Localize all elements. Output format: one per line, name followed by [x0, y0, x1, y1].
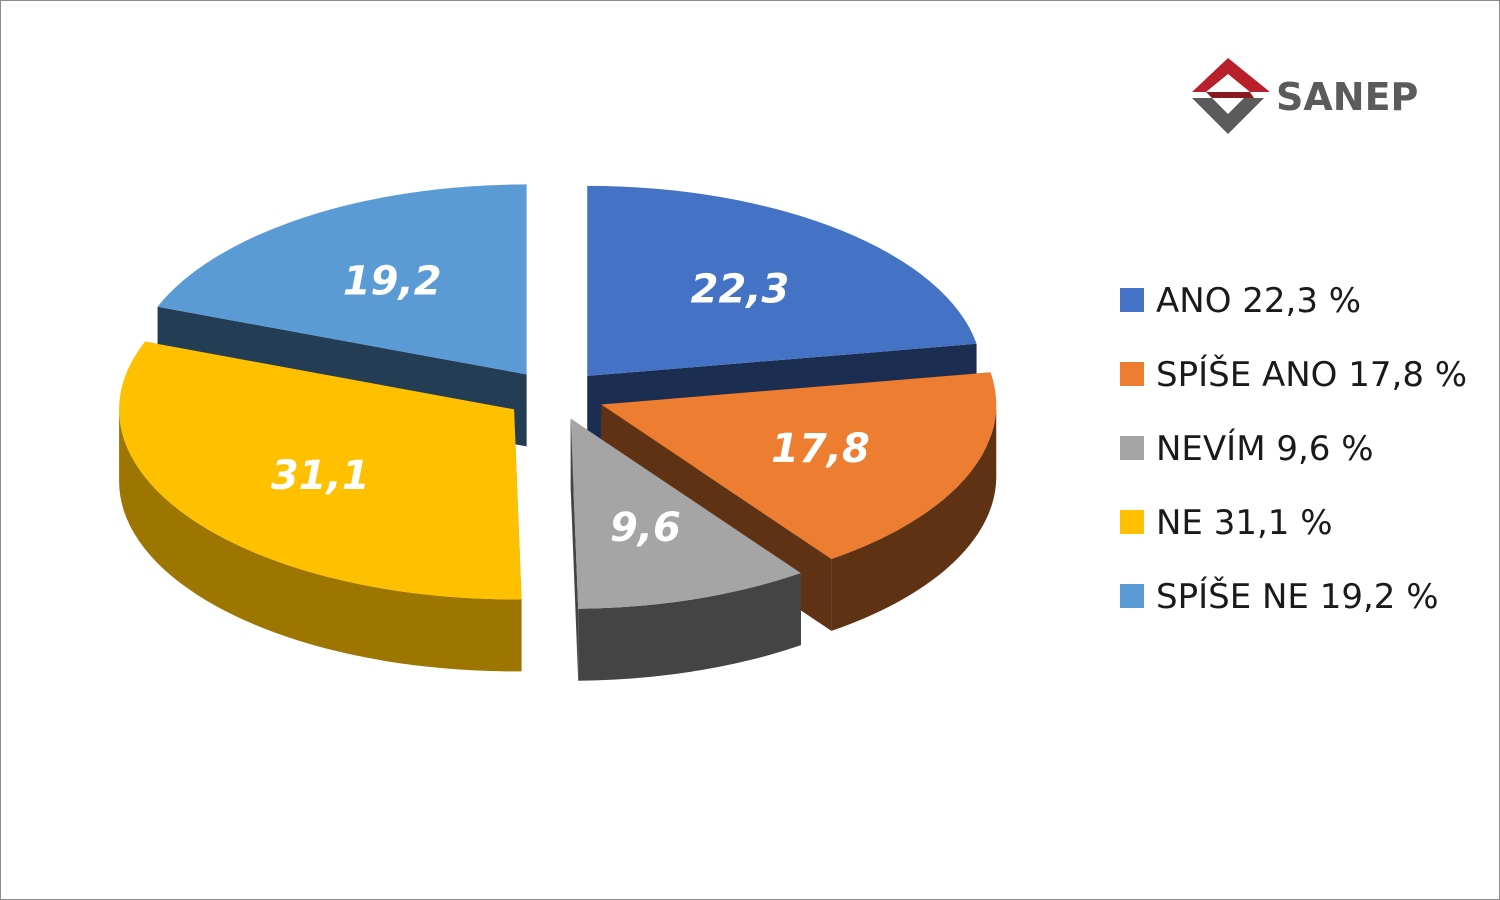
sanep-logo: SANEP [1192, 58, 1418, 134]
slice-label-ano-22-3: 22,3 [691, 267, 790, 313]
slice-top-ano-22-3 [587, 185, 977, 376]
slice-label-spise-ano-17-8: 17,8 [771, 426, 870, 472]
sanep-logo-text: SANEP [1276, 75, 1418, 119]
slice-ne-31-1 [119, 341, 522, 672]
legend-item-ne-31-1: NE 31,1 % [1120, 503, 1333, 543]
slice-wall-nevim-9-6-end [570, 418, 579, 681]
legend-swatch [1120, 584, 1144, 608]
pie-slices [119, 184, 997, 681]
legend-swatch [1120, 510, 1144, 534]
slice-label-spise-ne-19-2: 19,2 [343, 259, 442, 305]
slice-rim-ne-31-1 [119, 409, 522, 672]
legend-label: NEVÍM 9,6 % [1156, 428, 1374, 469]
slice-rim-spise-ano-17-8 [831, 404, 997, 631]
legend-item-spise-ne-19-2: SPÍŠE NE 19,2 % [1120, 576, 1439, 617]
legend-label: SPÍŠE NE 19,2 % [1156, 576, 1439, 617]
sanep-logo-mark [1192, 58, 1270, 134]
legend-label: ANO 22,3 % [1156, 281, 1361, 321]
slice-nevim-9-6 [570, 418, 801, 681]
legend-label: SPÍŠE ANO 17,8 % [1156, 354, 1467, 395]
slice-top-spise-ano-17-8 [601, 372, 997, 559]
legend-item-ano-22-3: ANO 22,3 % [1120, 281, 1361, 321]
slice-label-ne-31-1: 31,1 [271, 453, 370, 499]
legend-label: NE 31,1 % [1156, 503, 1333, 543]
slice-labels: 22,3 17,8 9,6 31,1 19,2 [271, 259, 870, 551]
slice-top-nevim-9-6 [570, 418, 801, 609]
slice-label-nevim-9-6: 9,6 [610, 505, 681, 551]
slice-rim-nevim-9-6 [578, 573, 801, 681]
legend-swatch [1120, 362, 1144, 386]
legend-item-spise-ano-17-8: SPÍŠE ANO 17,8 % [1120, 354, 1467, 395]
legend: ANO 22,3 % SPÍŠE ANO 17,8 % NEVÍM 9,6 % NE … [1120, 281, 1467, 617]
slice-top-spise-ne-19-2 [157, 184, 527, 375]
legend-swatch [1120, 288, 1144, 312]
legend-swatch [1120, 436, 1144, 460]
slice-top-ne-31-1 [119, 341, 522, 600]
legend-item-nevim-9-6: NEVÍM 9,6 % [1120, 428, 1374, 469]
